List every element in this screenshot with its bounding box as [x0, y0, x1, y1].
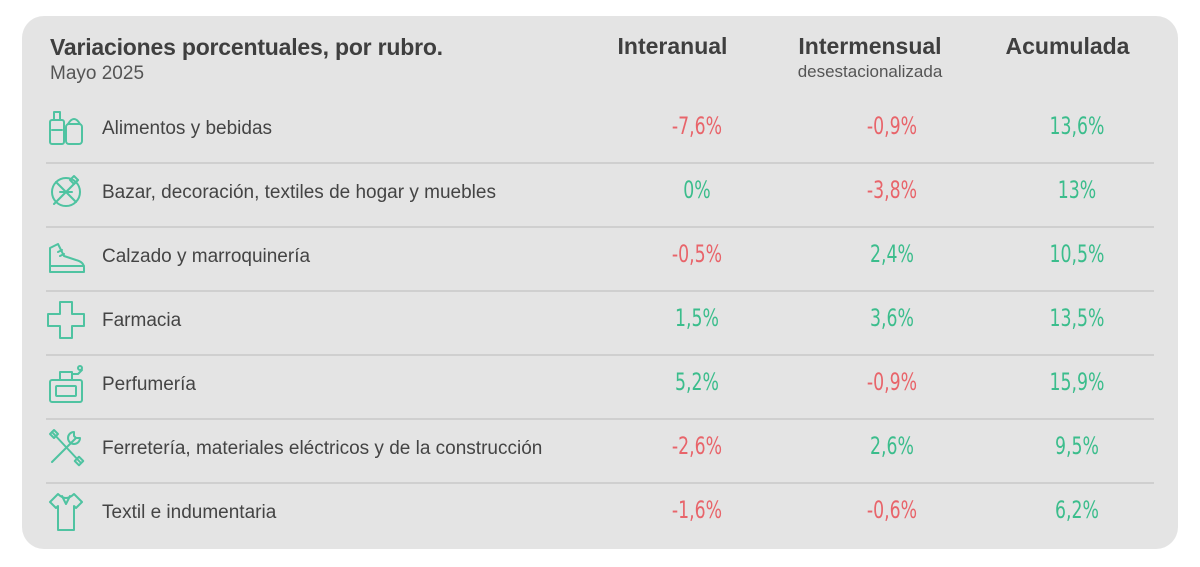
row-label: Farmacia: [102, 310, 182, 331]
column-header-interanual: Interanual: [617, 33, 728, 59]
value-interanual: -0,5%: [671, 240, 723, 268]
perfume-icon: [46, 362, 86, 406]
row-divider: [46, 290, 1154, 292]
row-divider: [46, 482, 1154, 484]
table-row: Ferretería, materiales eléctricos y de l…: [42, 418, 1154, 482]
value-acumulada: 13,6%: [1049, 112, 1105, 140]
row-label: Perfumería: [102, 374, 196, 395]
row-label: Ferretería, materiales eléctricos y de l…: [102, 438, 543, 459]
column-header-intermensual: Intermensual: [798, 33, 942, 59]
value-interanual: 0%: [683, 176, 711, 204]
value-interanual: 1,5%: [675, 304, 719, 332]
value-interanual: -1,6%: [671, 496, 723, 524]
pharmacy-cross-icon: [46, 298, 86, 342]
value-intermensual: 3,6%: [870, 304, 914, 332]
row-label: Textil e indumentaria: [102, 502, 277, 523]
column-subheader-desestacionalizada: desestacionalizada: [797, 62, 943, 81]
value-intermensual: -0,6%: [866, 496, 918, 524]
value-intermensual: -3,8%: [866, 176, 918, 204]
value-acumulada: 15,9%: [1049, 368, 1105, 396]
value-interanual: 5,2%: [675, 368, 719, 396]
shirt-icon: [46, 490, 86, 534]
value-intermensual: -0,9%: [866, 112, 918, 140]
row-divider: [46, 354, 1154, 356]
value-intermensual: -0,9%: [866, 368, 918, 396]
row-divider: [46, 418, 1154, 420]
value-acumulada: 6,2%: [1055, 496, 1099, 524]
value-intermensual: 2,6%: [870, 432, 914, 460]
table-card: [22, 16, 1178, 549]
shoe-icon: [46, 234, 86, 278]
value-acumulada: 13%: [1057, 176, 1097, 204]
value-acumulada: 13,5%: [1049, 304, 1105, 332]
table-title: Variaciones porcentuales, por rubro.: [50, 34, 443, 60]
row-label: Bazar, decoración, textiles de hogar y m…: [102, 182, 496, 203]
table-row: Calzado y marroquinería -0,5% 2,4% 10,5%: [42, 226, 1154, 290]
value-acumulada: 9,5%: [1055, 432, 1099, 460]
value-intermensual: 2,4%: [870, 240, 914, 268]
table-row: Bazar, decoración, textiles de hogar y m…: [42, 162, 1154, 226]
groceries-icon: [46, 106, 86, 150]
value-interanual: -2,6%: [671, 432, 723, 460]
table-row: Farmacia 1,5% 3,6% 13,5%: [42, 290, 1154, 354]
tools-icon: [46, 426, 86, 470]
table-row: Textil e indumentaria -1,6% -0,6% 6,2%: [42, 482, 1154, 546]
value-acumulada: 10,5%: [1049, 240, 1105, 268]
row-divider: [46, 162, 1154, 164]
table-row: Perfumería 5,2% -0,9% 15,9%: [42, 354, 1154, 418]
row-label: Alimentos y bebidas: [102, 118, 273, 139]
value-interanual: -7,6%: [671, 112, 723, 140]
row-label: Calzado y marroquinería: [102, 246, 311, 267]
home-goods-icon: [46, 170, 86, 214]
row-divider: [46, 226, 1154, 228]
column-header-acumulada: Acumulada: [1005, 33, 1130, 59]
table-subtitle: Mayo 2025: [50, 63, 145, 84]
table-row: Alimentos y bebidas -7,6% -0,9% 13,6%: [42, 98, 1154, 162]
